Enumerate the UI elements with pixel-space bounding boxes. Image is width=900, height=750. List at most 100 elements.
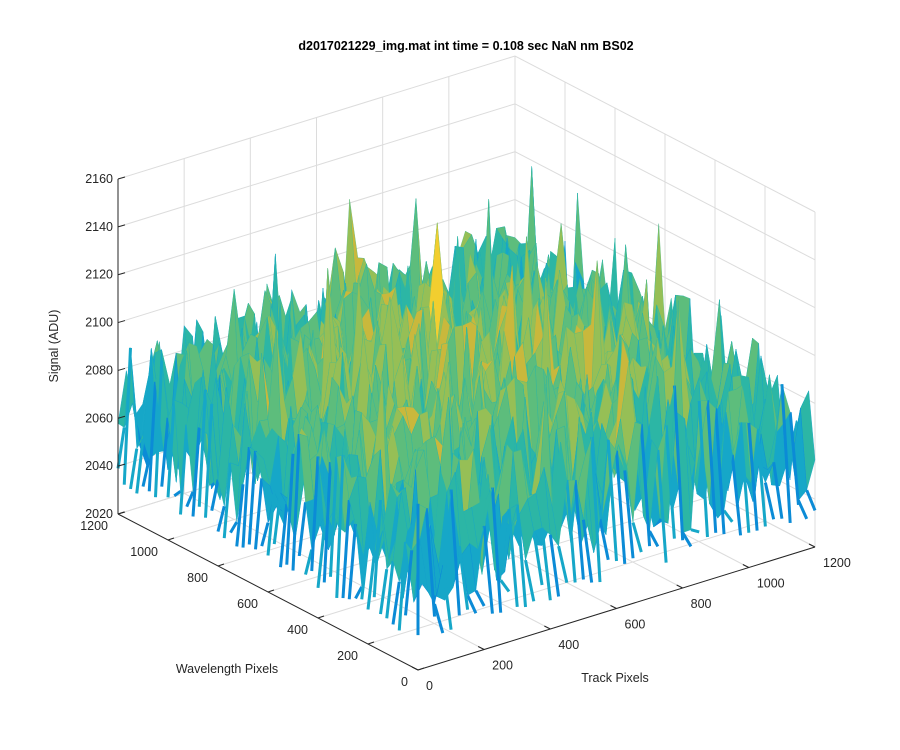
surface-edge-spike xyxy=(656,449,668,563)
y-tick-label: 200 xyxy=(337,649,358,663)
surface-edge-spike xyxy=(122,347,132,485)
y-tick-mark xyxy=(367,641,375,645)
y-tick-mark xyxy=(417,667,425,671)
surface-edge-spike xyxy=(648,530,660,548)
surface-edge-spike xyxy=(347,523,357,600)
surface-edge-spike xyxy=(204,403,214,518)
surface-edge-spike xyxy=(173,490,182,498)
x-axis-label: Track Pixels xyxy=(581,671,649,685)
z-axis-label: Signal (ADU) xyxy=(47,310,61,383)
surface-edge-spike xyxy=(515,504,528,608)
surface-plot xyxy=(116,166,817,636)
surface-edge-spike xyxy=(197,389,207,507)
surface-edge-spike xyxy=(474,589,486,607)
x-tick-mark xyxy=(808,543,816,548)
x-tick-label: 600 xyxy=(625,618,646,632)
y-tick-mark xyxy=(267,589,275,593)
surface-edge-spike xyxy=(524,559,536,602)
surface-edge-spike xyxy=(191,427,201,517)
surface-edge-spike xyxy=(241,446,251,548)
surface-edge-spike xyxy=(482,525,494,614)
z-tick-label: 2120 xyxy=(85,268,113,282)
surface-edge-spike xyxy=(697,400,709,538)
surface-edge-spike xyxy=(397,541,407,631)
x-tick-mark xyxy=(676,584,683,589)
surface-edge-spike xyxy=(254,478,264,550)
x-tick-mark xyxy=(477,646,485,650)
x-tick-mark xyxy=(610,605,617,609)
surface-edge-spike xyxy=(154,360,164,498)
surface-edge-spike xyxy=(366,554,376,610)
surface-edge-spike xyxy=(540,527,552,601)
surface-edge-spike xyxy=(135,438,145,494)
surface-edge-spike xyxy=(185,491,195,508)
surface-edge-spike xyxy=(304,549,314,575)
surface-edge-spike xyxy=(216,505,226,532)
surface-edge-spike xyxy=(615,450,627,565)
surface-edge-spike xyxy=(507,508,519,607)
surface-edge-spike xyxy=(739,422,751,533)
y-tick-label: 600 xyxy=(237,597,258,611)
surface-edge-spike xyxy=(722,509,734,523)
y-tick-label: 1200 xyxy=(80,519,108,533)
z-axis-ticks: 2020 2040 2060 2080 2100 2120 2140 2160 xyxy=(85,172,126,521)
z-tick-mark xyxy=(117,320,126,324)
surface-edge-spike xyxy=(385,560,395,619)
surface-edge-spike xyxy=(639,424,652,547)
surface-edge-spike xyxy=(404,550,414,616)
surface-edge-spike xyxy=(557,545,569,583)
z-tick-label: 2020 xyxy=(85,507,113,521)
surface-edge-spike xyxy=(291,434,301,571)
surface-edge-spike xyxy=(772,462,784,519)
surface-edge-spike xyxy=(466,594,478,614)
surface-edge-spike xyxy=(297,502,307,557)
surface-edge-spike xyxy=(532,531,544,586)
surface-edge-spike xyxy=(449,489,461,616)
surface-edge-spike xyxy=(160,417,170,487)
surface-edge-spike xyxy=(730,454,743,536)
z-tick-label: 2040 xyxy=(85,459,113,473)
z-tick-mark xyxy=(117,367,126,371)
surface-edge-spike xyxy=(705,400,718,533)
surface-edge-spike xyxy=(581,519,594,583)
surface-edge-spike xyxy=(210,479,220,512)
y-tick-mark xyxy=(117,511,125,515)
surface-edge-spike xyxy=(672,385,685,541)
surface-edge-spike xyxy=(433,603,445,634)
y-tick-label: 1000 xyxy=(130,545,158,559)
surface-edge-spike xyxy=(285,453,295,565)
z-tick-mark xyxy=(117,224,126,228)
surface-edge-spike xyxy=(490,487,503,613)
surface-edge-spike xyxy=(681,531,693,548)
surface-edge-spike xyxy=(690,528,700,534)
surface-edge-spike xyxy=(247,450,257,545)
y-tick-mark xyxy=(317,615,325,619)
surface-edge-spike xyxy=(141,458,151,487)
surface-edge-spike xyxy=(229,521,239,534)
surface-edge-spike xyxy=(179,424,189,515)
surface-edge-spike xyxy=(316,527,326,589)
surface-edge-spike xyxy=(664,425,676,539)
z-tick-mark xyxy=(117,272,126,276)
y-axis-label: Wavelength Pixels xyxy=(176,662,278,676)
surface-edge-spike xyxy=(755,428,767,527)
surface-edge-spike xyxy=(222,462,232,539)
surface-edge-spike xyxy=(573,479,585,580)
surface-edge-spike xyxy=(391,581,401,625)
y-tick-label: 400 xyxy=(287,623,308,637)
z-tick-mark xyxy=(117,176,126,180)
surface-edge-spike xyxy=(788,412,800,505)
x-tick-label: 800 xyxy=(691,597,712,611)
surface-edge-spike xyxy=(341,499,351,599)
grid-line-z xyxy=(117,55,816,213)
x-tick-label: 400 xyxy=(558,638,579,652)
surface-edge-spike xyxy=(714,408,726,535)
surface-edge-spike xyxy=(379,569,389,615)
surface-edge-spike xyxy=(623,470,635,559)
x-tick-mark xyxy=(544,625,551,630)
x-tick-label: 1000 xyxy=(757,577,785,591)
surface-edge-spike xyxy=(499,579,511,593)
chart-title: d2017021229_img.mat int time = 0.108 sec… xyxy=(298,39,633,53)
surface-edge-spike xyxy=(565,480,577,583)
surface-edge-spike xyxy=(631,522,643,553)
